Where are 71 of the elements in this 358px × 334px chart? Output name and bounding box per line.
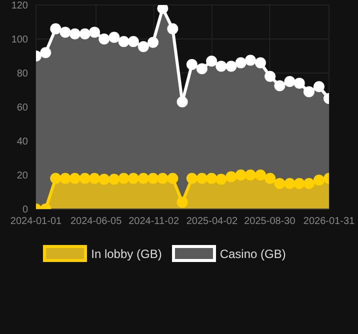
point <box>108 32 120 43</box>
point <box>303 178 314 189</box>
point <box>176 96 188 108</box>
x-tick-label: 2024-01-01 <box>10 216 62 228</box>
point <box>79 172 90 184</box>
point <box>186 172 198 184</box>
point <box>264 70 276 82</box>
point <box>264 172 276 184</box>
point <box>50 23 62 34</box>
y-tick-label: 40 <box>16 136 28 148</box>
point <box>284 178 296 189</box>
x-tick-label: 2024-06-05 <box>70 216 122 228</box>
point <box>206 172 218 184</box>
point <box>60 172 71 184</box>
point <box>186 59 198 70</box>
point <box>98 34 110 44</box>
point <box>196 172 208 184</box>
point <box>303 86 314 98</box>
point <box>98 174 110 185</box>
point <box>108 174 120 185</box>
point <box>50 172 62 184</box>
point <box>235 57 246 68</box>
point <box>313 174 324 186</box>
point <box>196 63 208 74</box>
point <box>157 172 168 184</box>
x-tick-label: 2024-11-02 <box>128 216 180 228</box>
point <box>284 76 296 87</box>
point <box>274 178 286 189</box>
point <box>294 178 305 189</box>
point <box>216 60 227 72</box>
point <box>89 172 100 184</box>
y-tick-label: 20 <box>16 170 28 182</box>
point <box>138 172 149 184</box>
point <box>128 172 139 184</box>
point <box>148 172 159 184</box>
point <box>89 26 100 38</box>
x-tick-label: 2025-04-02 <box>186 216 238 228</box>
legend-label: In lobby (GB) <box>91 246 162 260</box>
point <box>167 172 178 184</box>
point <box>226 171 237 182</box>
point <box>118 36 130 48</box>
y-tick-label: 60 <box>16 102 28 114</box>
legend-label: Casino (GB) <box>220 246 286 260</box>
point <box>118 172 130 184</box>
point <box>206 56 218 67</box>
y-tick-label: 100 <box>11 34 28 46</box>
point <box>128 36 139 48</box>
point <box>244 170 256 180</box>
point <box>254 57 266 68</box>
point <box>216 174 227 185</box>
x-tick-label: 2025-08-30 <box>244 216 296 228</box>
point <box>176 196 188 208</box>
point <box>226 60 237 72</box>
point <box>69 28 80 40</box>
point <box>294 78 305 89</box>
point <box>40 47 52 58</box>
point <box>254 170 266 180</box>
point <box>313 81 324 92</box>
point <box>60 26 71 38</box>
y-tick-label: 120 <box>11 0 28 12</box>
point <box>235 170 246 180</box>
point <box>274 80 286 92</box>
y-tick-label: 0 <box>22 204 28 216</box>
x-tick-label: 2026-01-31 <box>303 216 356 228</box>
point <box>79 28 90 40</box>
y-tick-label: 80 <box>16 68 28 80</box>
point <box>148 36 159 48</box>
point <box>69 172 80 184</box>
point <box>167 23 178 34</box>
point <box>138 41 149 52</box>
point <box>244 54 256 66</box>
